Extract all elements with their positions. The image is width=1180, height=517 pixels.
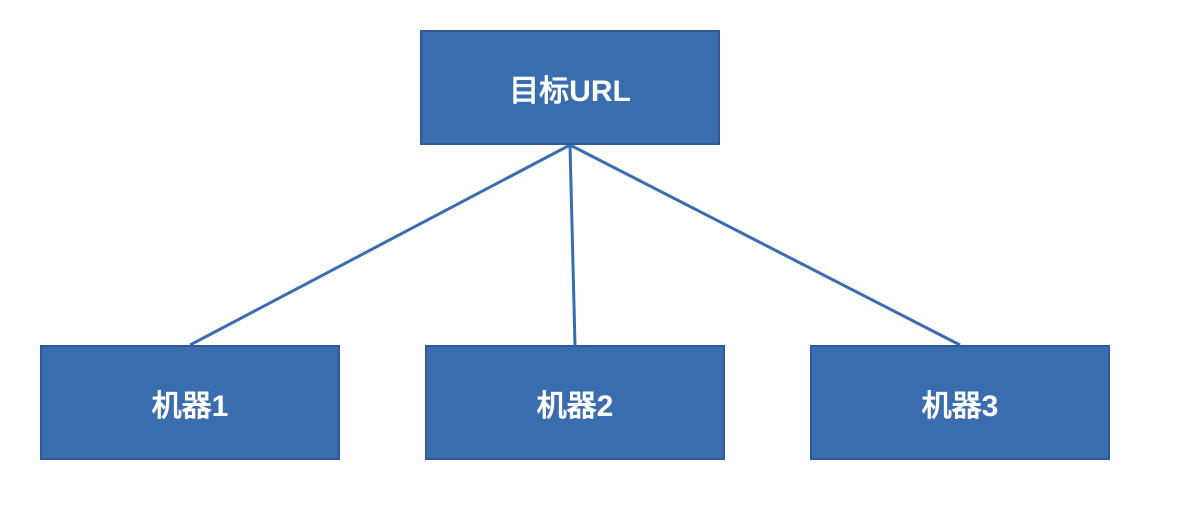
edge-root-m1 (190, 145, 570, 345)
node-machine-2: 机器2 (425, 345, 725, 460)
node-machine-1: 机器1 (40, 345, 340, 460)
node-root-label: 目标URL (509, 66, 631, 110)
node-machine-3-label: 机器3 (922, 381, 999, 425)
node-machine-2-label: 机器2 (537, 381, 614, 425)
edge-root-m3 (570, 145, 960, 345)
node-machine-3: 机器3 (810, 345, 1110, 460)
node-root: 目标URL (420, 30, 720, 145)
edge-root-m2 (570, 145, 575, 345)
node-machine-1-label: 机器1 (152, 381, 229, 425)
